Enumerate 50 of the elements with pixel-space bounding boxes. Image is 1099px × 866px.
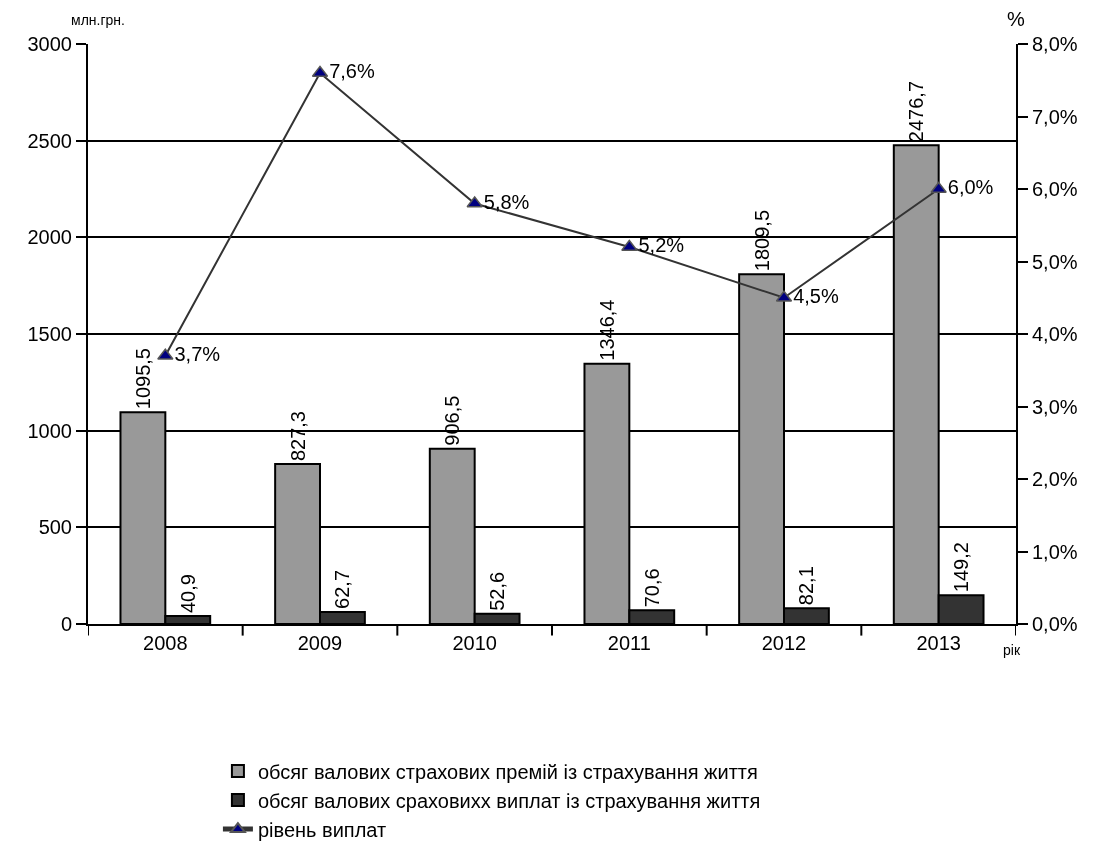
data-label: 70,6 <box>640 568 663 608</box>
data-label: 5,2% <box>638 234 685 256</box>
x-tick-label: 2013 <box>916 632 961 654</box>
data-label: 7,6% <box>329 60 375 82</box>
data-label: 906,5 <box>441 395 464 446</box>
y2-tick-label: 5,0% <box>1032 250 1078 273</box>
data-label: 62,7 <box>331 569 354 609</box>
data-label: 6,0% <box>947 176 994 198</box>
x-tick-label: 2009 <box>297 632 343 654</box>
y2-tick-label: 3,0% <box>1032 395 1078 418</box>
y2-tick-label: 8,0% <box>1032 33 1078 55</box>
data-label: 827,3 <box>286 411 309 462</box>
data-label: 149,2 <box>950 542 973 593</box>
point <box>621 239 638 251</box>
point <box>157 348 174 360</box>
y-tick-label: 2000 <box>27 226 72 249</box>
x-tick-label: 2010 <box>452 632 497 654</box>
legend-label: обсяг валових сраховихх виплат із страхування життя <box>257 789 761 812</box>
y2-tick-label: 7,0% <box>1032 105 1078 128</box>
data-label: 52,6 <box>486 571 509 611</box>
point <box>930 181 947 193</box>
data-label: 1095,5 <box>131 348 154 410</box>
data-label: 1809,5 <box>750 209 773 272</box>
x-tick-label: 2012 <box>761 632 807 654</box>
y2-tick-label: 0,0% <box>1032 613 1078 635</box>
y2-tick-label: 4,0% <box>1032 323 1078 345</box>
y-axis-title: млн.грн. <box>71 12 125 28</box>
data-label: 3,7% <box>174 342 221 365</box>
x-tick-label: 2008 <box>143 632 188 654</box>
y-tick-label: 3000 <box>27 33 72 55</box>
y-tick-label: 0 <box>60 613 72 635</box>
y-tick-label: 1500 <box>27 323 72 345</box>
data-label: 1346,4 <box>595 299 618 361</box>
data-label: 40,9 <box>176 574 199 614</box>
y2-tick-label: 2,0% <box>1032 468 1078 490</box>
legend-label: обсяг валових страхових премій із страхування життя <box>257 760 758 783</box>
y2-tick-label: 1,0% <box>1032 540 1078 563</box>
y-tick-label: 1000 <box>27 419 72 442</box>
y2-axis-title: % <box>1007 8 1025 30</box>
y2-tick-label: 6,0% <box>1032 178 1078 200</box>
x-tick-label: 2011 <box>607 632 651 654</box>
y-tick-label: 2500 <box>27 129 72 152</box>
x-axis-title: рік <box>1003 642 1021 658</box>
data-label: 5,8% <box>483 190 530 213</box>
point <box>466 196 483 208</box>
data-label: 82,1 <box>795 566 818 606</box>
y-tick-label: 500 <box>38 516 72 539</box>
data-label: 2476,7 <box>905 81 928 143</box>
legend-label: рівень виплат <box>257 818 387 841</box>
data-label: 4,5% <box>793 284 839 307</box>
